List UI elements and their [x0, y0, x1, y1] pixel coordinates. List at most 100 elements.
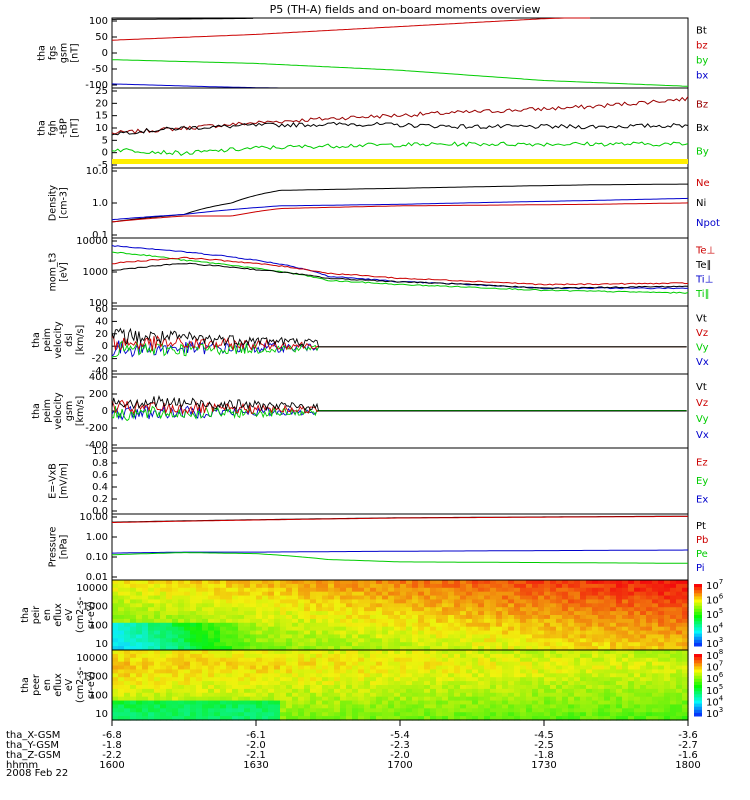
legend-Bt: Bt: [696, 26, 707, 37]
spectrogram-cell: [328, 646, 335, 651]
spectrogram-cell: [430, 583, 437, 589]
spectrogram-cell: [646, 665, 653, 671]
spectrogram-cell: [652, 618, 659, 624]
spectrogram-cell: [244, 692, 251, 698]
spectrogram-cell: [160, 685, 167, 690]
spectrogram-cell: [358, 650, 365, 655]
spectrogram-cell: [226, 688, 233, 694]
spectrogram-cell: [562, 696, 569, 702]
y-axis-label-line: (cm2-s-: [75, 597, 86, 633]
spectrogram-cell: [520, 583, 527, 589]
spectrogram-cell: [430, 646, 437, 651]
spectrogram-cell: [460, 673, 467, 678]
spectrogram-cell: [424, 642, 431, 647]
spectrogram-cell: [682, 607, 689, 612]
spectrogram-cell: [664, 611, 671, 616]
legend-Vx: Vx: [696, 357, 709, 368]
spectrogram-cell: [130, 622, 137, 628]
spectrogram-cell: [136, 650, 143, 655]
spectrogram-cell: [652, 673, 659, 678]
spectrogram-cell: [136, 642, 143, 647]
spectrogram-cell: [286, 665, 293, 671]
spectrogram-cell: [232, 591, 239, 597]
spectrogram-cell: [358, 634, 365, 639]
spectrogram-cell: [430, 595, 437, 601]
spectrogram-cell: [430, 603, 437, 608]
spectrogram-cell: [166, 603, 173, 608]
spectrogram-cell: [352, 661, 359, 667]
spectrogram-cell: [118, 615, 125, 620]
spectrogram-cell: [262, 638, 269, 643]
spectrogram-cell: [598, 607, 605, 612]
spectrogram-cell: [370, 673, 377, 678]
spectrogram-cell: [184, 650, 191, 655]
spectrogram-cell: [430, 681, 437, 686]
spectrogram-cell: [664, 591, 671, 597]
spectrogram-cell: [640, 665, 647, 671]
spectrogram-cell: [166, 642, 173, 647]
spectrogram-cell: [346, 591, 353, 597]
spectrogram-cell: [442, 685, 449, 690]
spectrogram-cell: [400, 669, 407, 674]
spectrogram-cell: [286, 653, 293, 659]
spectrogram-cell: [406, 618, 413, 624]
spectrogram-cell: [460, 583, 467, 589]
spectrogram-cell: [514, 583, 521, 589]
spectrogram-cell: [274, 607, 281, 612]
colorbar-step: [694, 657, 702, 661]
spectrogram-cell: [382, 595, 389, 601]
spectrogram-cell: [376, 700, 383, 706]
spectrogram-cell: [544, 583, 551, 589]
spectrogram-cell: [610, 653, 617, 659]
spectrogram-cell: [394, 611, 401, 616]
spectrogram-cell: [550, 626, 557, 632]
y-axis-label-line: [cm-3]: [59, 187, 70, 218]
legend-Te⊥: Te⊥: [695, 245, 715, 256]
spectrogram-cell: [538, 712, 545, 717]
spectrogram-cell: [400, 716, 407, 721]
spectrogram-cell: [466, 607, 473, 612]
spectrogram-cell: [142, 665, 149, 671]
spectrogram-cell: [508, 681, 515, 686]
spectrogram-cell: [460, 696, 467, 702]
spectrogram-cell: [616, 661, 623, 667]
spectrogram-cell: [322, 681, 329, 686]
spectrogram-cell: [352, 599, 359, 604]
spectrogram-cell: [274, 688, 281, 694]
spectrogram-cell: [184, 599, 191, 604]
spectrogram-cell: [502, 688, 509, 694]
spectrogram-cell: [148, 615, 155, 620]
spectrogram-cell: [664, 692, 671, 698]
spectrogram-cell: [550, 653, 557, 659]
spectrogram-cell: [580, 642, 587, 647]
spectrogram-cell: [448, 673, 455, 678]
spectrogram-cell: [244, 615, 251, 620]
spectrogram-cell: [304, 603, 311, 608]
spectrogram-cell: [478, 638, 485, 643]
spectrogram-cell: [508, 580, 515, 585]
spectrogram-cell: [292, 712, 299, 717]
spectrogram-cell: [400, 673, 407, 678]
spectrogram-cell: [358, 700, 365, 706]
spectrogram-cell: [190, 611, 197, 616]
spectrogram-cell: [190, 688, 197, 694]
spectrogram-cell: [286, 630, 293, 636]
spectrogram-cell: [304, 580, 311, 585]
spectrogram-cell: [268, 716, 275, 721]
spectrogram-cell: [424, 712, 431, 717]
spectrogram-cell: [328, 634, 335, 639]
spectrogram-cell: [148, 677, 155, 682]
spectrogram-cell: [358, 599, 365, 604]
spectrogram-cell: [364, 700, 371, 706]
spectrogram-cell: [616, 630, 623, 636]
spectrogram-cell: [166, 685, 173, 690]
spectrogram-cell: [502, 630, 509, 636]
spectrogram-cell: [238, 599, 245, 604]
spectrogram-cell: [586, 603, 593, 608]
y-tick-label: -50: [92, 64, 108, 75]
spectrogram-cell: [550, 583, 557, 589]
spectrogram-cell: [238, 587, 245, 593]
spectrogram-cell: [292, 638, 299, 643]
spectrogram-cell: [520, 712, 527, 717]
spectrogram-cell: [154, 630, 161, 636]
